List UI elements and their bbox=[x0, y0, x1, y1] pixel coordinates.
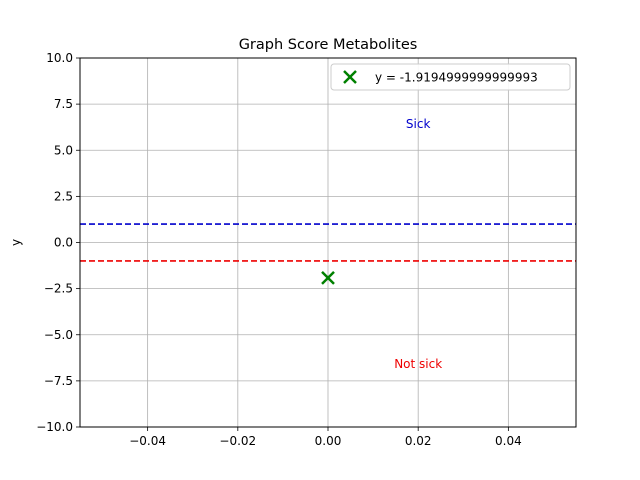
y-tick-label: −10.0 bbox=[36, 420, 73, 434]
y-tick-label: −5.0 bbox=[44, 328, 73, 342]
x-tick-label: 0.02 bbox=[405, 434, 432, 448]
x-tick-label: 0.04 bbox=[495, 434, 522, 448]
y-tick-label: 2.5 bbox=[54, 189, 73, 203]
x-axis-ticks: −0.04 −0.02 0.00 0.02 0.04 bbox=[129, 427, 522, 448]
annotation-label: Not sick bbox=[394, 357, 442, 371]
x-tick-label: −0.02 bbox=[219, 434, 256, 448]
y-tick-label: 10.0 bbox=[46, 51, 73, 65]
y-axis-label: y bbox=[9, 239, 23, 246]
legend-label: y = -1.9194999999999993 bbox=[375, 71, 538, 85]
legend: y = -1.9194999999999993 bbox=[330, 63, 571, 91]
legend-marker bbox=[343, 70, 357, 84]
annotations: Sick Not sick bbox=[394, 117, 442, 371]
data-point bbox=[321, 271, 335, 285]
y-tick-label: −7.5 bbox=[44, 374, 73, 388]
x-tick-label: −0.04 bbox=[129, 434, 166, 448]
y-tick-label: 7.5 bbox=[54, 97, 73, 111]
grid bbox=[80, 57, 576, 428]
chart-title: Graph Score Metabolites bbox=[239, 37, 418, 53]
y-axis-ticks: −10.0 −7.5 −5.0 −2.5 0.0 2.5 5.0 7.5 10.0 bbox=[36, 51, 80, 434]
y-tick-label: 5.0 bbox=[54, 143, 73, 157]
legend-box bbox=[330, 63, 571, 91]
y-tick-label: 0.0 bbox=[54, 236, 73, 250]
reference-lines bbox=[80, 223, 576, 262]
x-tick-label: 0.00 bbox=[315, 434, 342, 448]
annotation-label: Sick bbox=[406, 117, 431, 131]
y-tick-label: −2.5 bbox=[44, 282, 73, 296]
data-points bbox=[321, 271, 335, 285]
